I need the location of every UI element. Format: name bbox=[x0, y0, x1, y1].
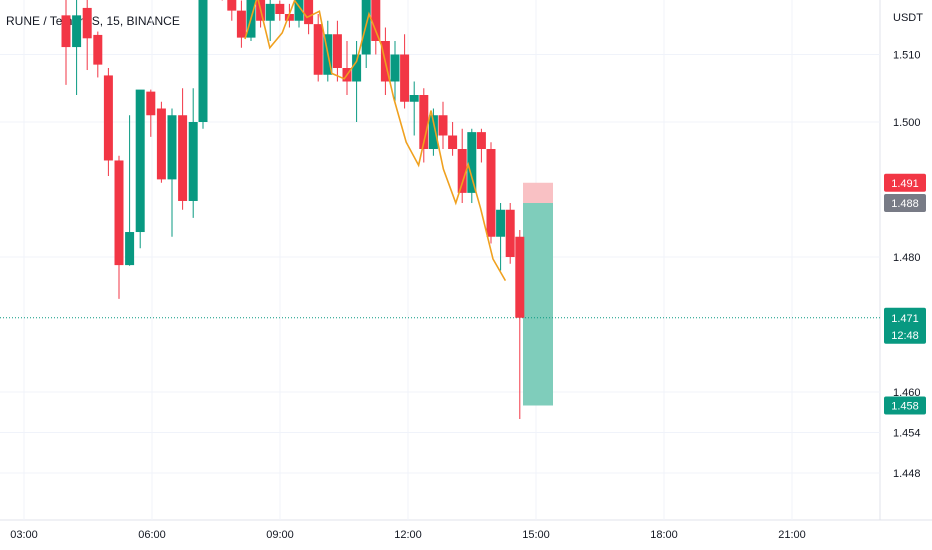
candle-body bbox=[227, 0, 237, 11]
x-tick-label: 21:00 bbox=[778, 529, 806, 541]
y-tick-label: 1.448 bbox=[893, 468, 921, 480]
x-tick-label: 03:00 bbox=[10, 529, 38, 541]
zigzag-line bbox=[244, 0, 507, 281]
candle-body bbox=[467, 132, 477, 193]
stop-price-tag: 1.491 bbox=[891, 178, 919, 190]
candle-body bbox=[114, 160, 124, 266]
candle-body bbox=[352, 54, 362, 82]
candle-body bbox=[304, 0, 314, 25]
y-tick-label: 1.454 bbox=[893, 428, 921, 440]
entry-price-tag-bg bbox=[884, 194, 926, 212]
take-profit-zone bbox=[523, 203, 553, 406]
target-price-tag: 1.458 bbox=[891, 401, 919, 413]
candle-body bbox=[428, 115, 438, 149]
candle-body bbox=[457, 149, 467, 193]
candle-body bbox=[156, 108, 166, 180]
entry-price-tag: 1.488 bbox=[891, 198, 919, 210]
candle-body bbox=[496, 209, 506, 237]
x-tick-label: 09:00 bbox=[266, 529, 294, 541]
candle-body bbox=[103, 75, 113, 161]
candle-body bbox=[61, 15, 71, 48]
current-price-tag-bg bbox=[884, 307, 926, 344]
candle-body bbox=[390, 54, 400, 82]
candle-body bbox=[146, 91, 156, 116]
chart-title: RUNE / TetherUS, 15, BINANCE bbox=[6, 14, 180, 28]
countdown-tag: 12:48 bbox=[891, 330, 919, 342]
y-tick-label: 1.460 bbox=[893, 387, 921, 399]
candle-body bbox=[93, 34, 103, 65]
candle-body bbox=[438, 115, 448, 136]
target-price-tag-bg bbox=[884, 396, 926, 415]
candle-body bbox=[419, 95, 429, 149]
candle-body bbox=[82, 7, 92, 39]
candle-body bbox=[125, 232, 135, 266]
candle-body bbox=[505, 209, 515, 257]
stop-loss-zone bbox=[523, 182, 553, 203]
candle-body bbox=[400, 54, 410, 102]
candle-body bbox=[167, 115, 177, 180]
x-tick-label: 12:00 bbox=[394, 529, 422, 541]
candle-body bbox=[198, 0, 208, 122]
candle-body bbox=[332, 34, 342, 68]
x-tick-label: 06:00 bbox=[138, 529, 166, 541]
candle-body bbox=[371, 0, 381, 41]
y-unit-label: USDT bbox=[893, 12, 923, 24]
candle-body bbox=[236, 10, 246, 38]
y-tick-label: 1.510 bbox=[893, 50, 921, 62]
candle-body bbox=[178, 115, 188, 201]
candle-body bbox=[135, 89, 145, 233]
candle-body bbox=[409, 95, 419, 102]
candle-body bbox=[313, 24, 323, 75]
candle-body bbox=[275, 3, 285, 14]
candle-body bbox=[188, 122, 198, 201]
stop-price-tag-bg bbox=[884, 173, 926, 192]
candle-body bbox=[476, 132, 486, 149]
candle-body bbox=[294, 0, 304, 21]
y-tick-label: 1.500 bbox=[893, 117, 921, 129]
x-tick-label: 15:00 bbox=[522, 529, 550, 541]
candle-body bbox=[72, 15, 82, 48]
candle-body bbox=[284, 14, 294, 21]
y-tick-label: 1.480 bbox=[893, 252, 921, 264]
candle-body bbox=[265, 3, 275, 21]
candle-body bbox=[515, 236, 525, 318]
candle-body bbox=[486, 149, 496, 237]
x-tick-label: 18:00 bbox=[650, 529, 678, 541]
candle-body bbox=[448, 135, 458, 149]
current-price-tag: 1.471 bbox=[891, 313, 919, 325]
